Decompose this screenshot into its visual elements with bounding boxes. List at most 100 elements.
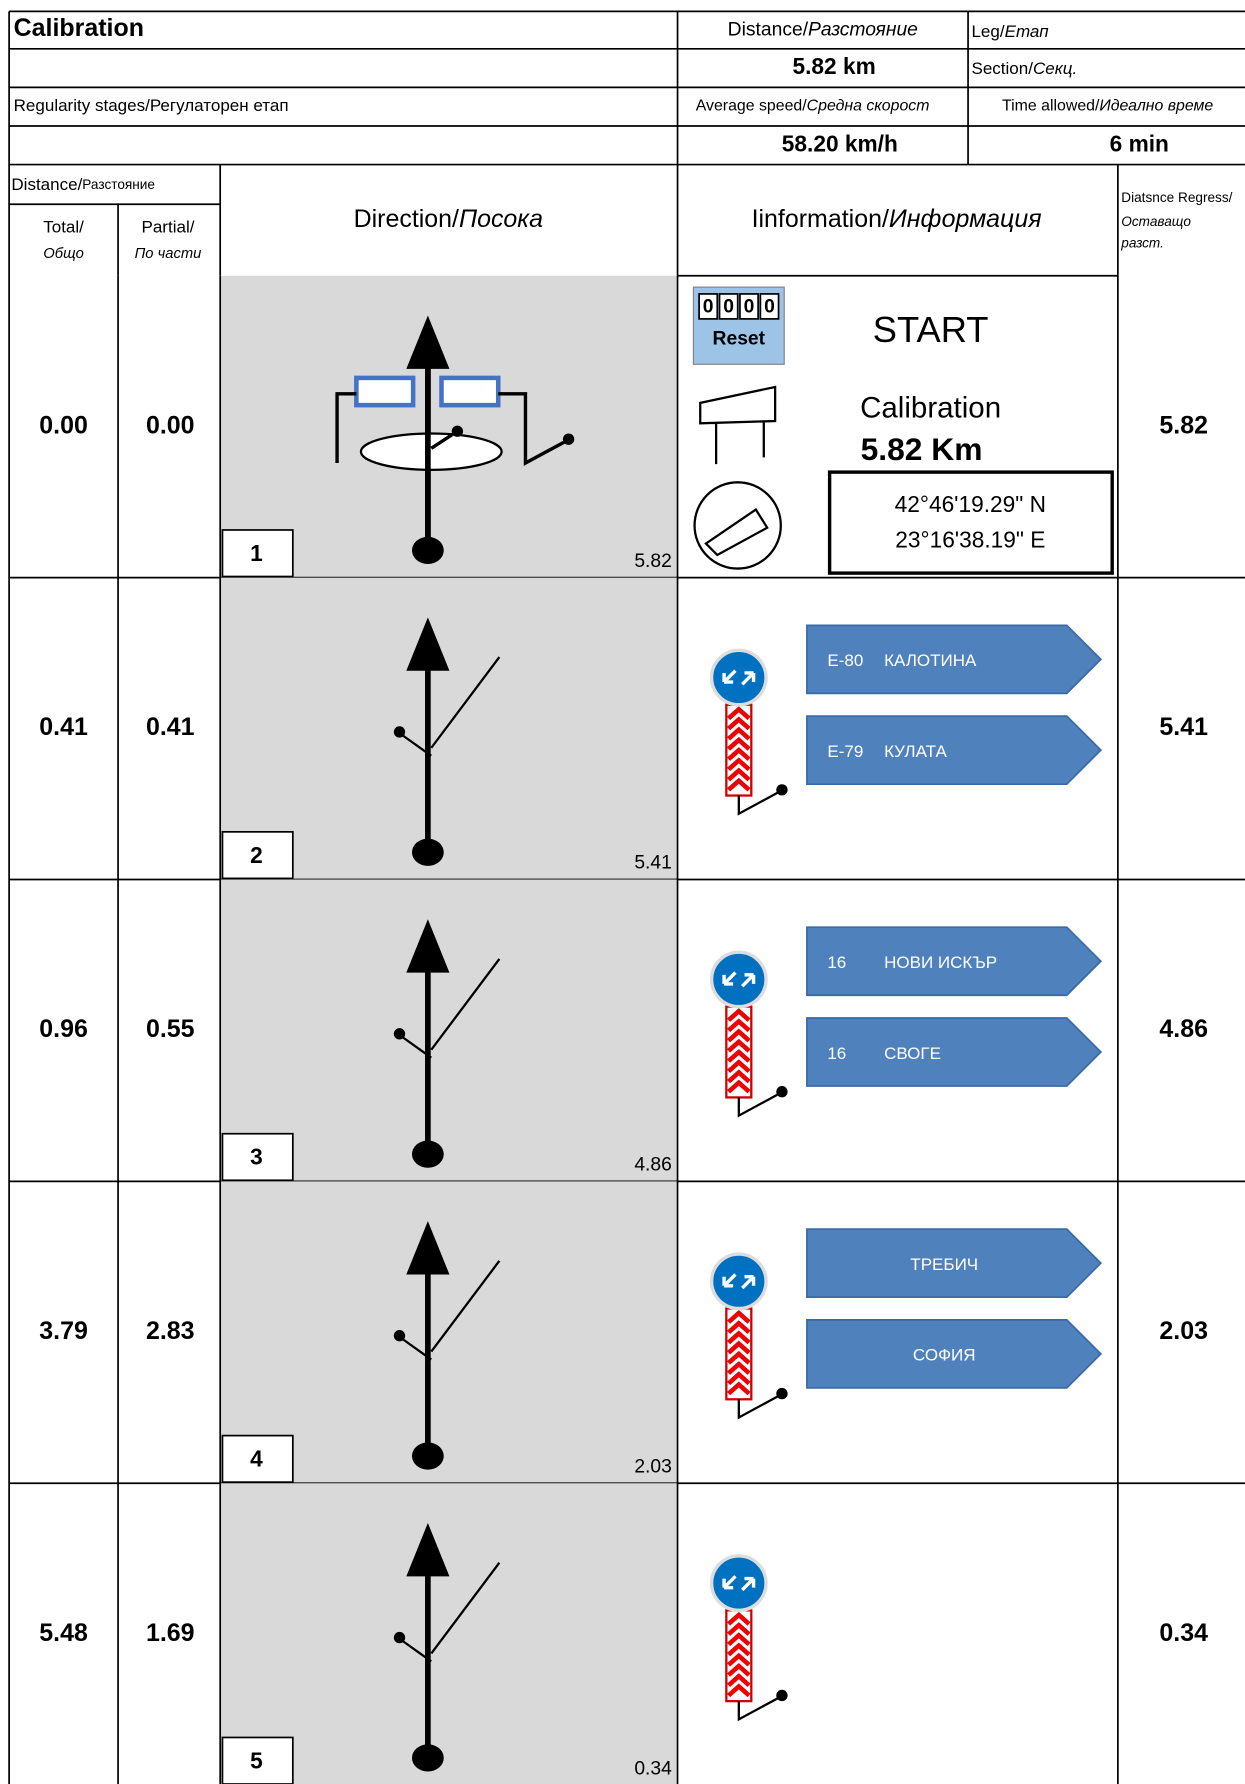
number: 2 [250,842,263,868]
tulip-distance: 0.34 [634,1758,672,1779]
chevron [727,1371,751,1386]
digit: 0 [764,297,775,318]
chevron [727,747,751,761]
arrow-head [406,1221,450,1275]
chevron [727,1632,751,1647]
chevron [727,1673,751,1687]
number-box [221,1434,294,1483]
destination: ТРЕБИЧ [910,1255,978,1274]
dot [776,784,788,796]
road-number: 16 [827,953,846,972]
road-number: E-79 [827,742,863,761]
col-remaining: Diatsnce Regress/ [1121,190,1232,205]
start-dot [411,1140,444,1168]
marker [354,375,416,408]
roundabout-sign [709,1554,768,1613]
chevron [727,1642,751,1657]
partial: 2.83 [146,1317,195,1345]
total: 0.00 [39,411,88,439]
row: 3.79 2.83 2.03 4 2.03 ТРЕБИЧ СОФИЯ [9,1181,1245,1485]
chevron [727,1079,751,1094]
chevron [727,726,751,741]
arrow-head [406,617,450,671]
info-distance: 5.82 Km [861,431,983,467]
road-number: 16 [827,1044,846,1063]
dot [451,425,464,437]
remaining: 5.41 [1159,713,1208,741]
row: 0.96 0.55 4.86 3 4.86 16 НОВИ ИСКЪР 16 СВОГЕ [9,879,1245,1183]
remaining: 2.03 [1159,1317,1208,1345]
digit-box [718,293,739,320]
partial: 0.41 [146,713,195,741]
distance-label: Distance/Разстояние [728,20,918,41]
total: 0.96 [39,1015,88,1043]
chevron [727,1381,751,1396]
col-information: Iinformation/Информация [752,205,1042,233]
row: 0.41 0.41 5.41 2 5.41 E-80 КАЛОТИНА E-79 КУЛАТА [9,577,1245,881]
branch [398,1562,501,1663]
branch [398,958,501,1059]
start-dot [411,536,444,565]
sign-arrows [722,1575,756,1592]
longitude: 23°16'38.19" E [895,526,1045,552]
arrow-head [406,1522,450,1577]
exit-line [737,789,782,816]
speed: 58.20 km/h [782,130,898,156]
partial: 0.55 [146,1015,195,1043]
chevron [727,736,751,751]
branch [398,1260,501,1361]
sign-arrows [722,669,756,686]
tulip-distance: 5.41 [634,853,672,874]
chevron [727,1361,751,1375]
distance: 5.82 km [793,53,876,79]
roundabout-sign [709,1252,768,1311]
chevron [727,1008,751,1022]
roundabout-sign [709,950,768,1009]
dot [393,1330,406,1342]
dot [776,1387,788,1400]
direction-cell [220,1181,678,1484]
col-total-bg: Общо [43,246,84,262]
reset: Reset [713,328,766,349]
chevron [727,1622,751,1636]
direction-cell [220,577,678,880]
partial: 0.00 [146,411,195,439]
chevron [727,1683,751,1698]
chevron [727,1340,751,1355]
start: START [873,309,989,350]
marker [439,375,501,408]
start-dot [411,1442,444,1470]
sign-arrows [722,971,756,988]
sign-arrows [722,1273,756,1290]
road-number: E-80 [827,651,863,670]
direction-sign [806,926,1103,997]
number-box [221,1132,294,1182]
number: 4 [250,1446,263,1472]
direction-cell [220,1483,678,1784]
destination: НОВИ ИСКЪР [884,953,997,972]
exit-line [737,1091,782,1118]
direction-sign [806,624,1103,695]
dot [393,1631,406,1644]
destination: СОФИЯ [913,1346,976,1365]
chevron [727,1018,751,1033]
direction-sign [806,1017,1103,1087]
chevron [727,716,751,731]
tulip-distance: 4.86 [634,1155,672,1176]
latitude: 42°46'19.29" N [895,491,1046,517]
start-dot [411,1744,444,1772]
tulip-distance: 5.82 [634,551,672,572]
destination: КАЛОТИНА [884,651,977,670]
direction-cell [220,879,678,1182]
chevron [727,706,751,721]
digit-box [759,293,780,320]
exit-line [737,1695,782,1722]
exit-line [737,1393,782,1420]
remaining: 5.82 [1159,411,1208,439]
chevron [727,1320,751,1335]
chevron [727,1038,751,1053]
